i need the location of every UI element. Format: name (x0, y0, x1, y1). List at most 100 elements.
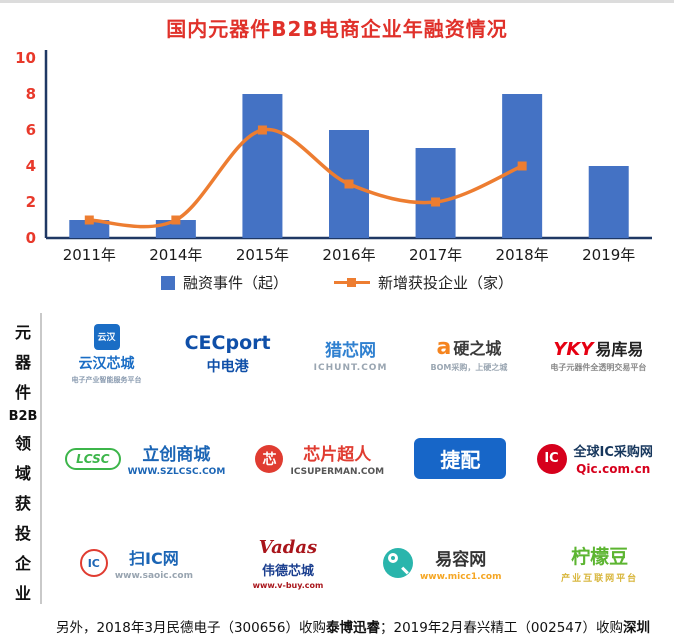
yirong-tagline: www.micc1.com (419, 571, 502, 582)
qic-lockup: IC 全球IC采购网 Qic.com.cn (536, 441, 653, 476)
x-axis-label: 2017年 (409, 246, 462, 264)
lcsc-lichuang-tagline: WWW.SZLCSC.COM (127, 467, 226, 477)
logo-ningmeng-dou: 柠檬豆产业互联网平台 (561, 542, 638, 584)
note-bold-text: 深圳华信科 (622, 620, 650, 635)
icsuperman-wordmark: 芯片超人 (303, 440, 371, 465)
lcsc-lichuang-wordmark: 立创商城 (142, 440, 210, 465)
section-label-char: 获 (14, 494, 31, 513)
qic-icon: IC (536, 443, 567, 474)
y-axis-tick: 4 (26, 157, 36, 175)
icsuperman-lockup: 芯芯片超人 ICSUPERMAN.COM (255, 440, 384, 477)
yirong-name: 易容网 (435, 549, 487, 570)
yunhan-xincheng-tagline: 电子产业智能服务平台 (71, 375, 142, 384)
combo-chart: 0 2 4 6 8 10 2011年 2014年 2015年 2016年 2017年 2018年 201… (15, 49, 652, 264)
yirong-text: 易容网 www.micc1.com (420, 545, 502, 582)
logo-vadas-weide: Vadas 伟德芯城 www.v-buy.com (253, 537, 324, 590)
yirong-lockup: 易容网 www.micc1.com (382, 545, 502, 582)
line-marker (84, 215, 94, 225)
magnifier-handle (401, 566, 409, 575)
yky-yikuyi-tagline: 电子元器件全透明交易平台 (550, 362, 647, 372)
logo-yingzhicheng: a 硬之城 BOM采购，上硬之城 (430, 335, 507, 373)
bar-2011年 (69, 220, 110, 238)
x-axis-label: 2016年 (322, 246, 375, 264)
x-axis-label: 2019年 (582, 246, 635, 264)
logo-qic: IC 全球IC采购网 Qic.com.cn (536, 441, 653, 476)
qic-text: 全球IC采购网 Qic.com.cn (574, 441, 653, 476)
ichunt-tagline: ICHUNT.COM (313, 362, 388, 373)
sao-ic-wordmark: 扫IC网 (129, 545, 179, 569)
logo-jiepei: 捷配 (414, 438, 507, 479)
logo-row: IC 扫IC网 www.saoic.com Vadas 伟德芯城 www.v-buy.co… (50, 524, 668, 602)
line-marker (344, 179, 354, 189)
cecport-tagline: 中电港 (206, 359, 249, 375)
lcsc-lichuang-lockup: LCSC 立创商城 WWW.SZLCSC.COM (65, 440, 225, 477)
jiepei-name: 捷配 (414, 438, 507, 479)
note-text: 另外，2018年3月民德电子（300656）收购 (56, 620, 326, 635)
yunhan-xincheng-name: 云汉芯城 (78, 355, 135, 372)
section-label-char: B2B (8, 409, 38, 424)
section-label-char: 投 (14, 524, 31, 543)
sao-ic-text: 扫IC网 www.saoic.com (115, 545, 193, 581)
legend-line-swatch (334, 277, 370, 287)
chart-legend: 融资事件（起） 新增获投企业（家） (0, 272, 674, 293)
ichunt-text: 猎芯网 ICHUNT.COM (314, 336, 388, 373)
yirong-icon (382, 548, 413, 578)
x-axis-label: 2015年 (236, 246, 289, 264)
yingzhicheng-wordmark: a 硬之城 (436, 335, 501, 360)
y-axis-tick: 8 (26, 85, 36, 103)
logo-ichunt: 猎芯网 ICHUNT.COM (314, 336, 388, 373)
yunhan-xincheng-icon: 云汉 (93, 323, 120, 350)
section-label-char: 元 (14, 323, 31, 342)
yingzhicheng-name: a (436, 335, 452, 360)
yky-yikuyi-name2: 易库易 (595, 339, 644, 359)
ichunt-name: 猎芯网 (325, 340, 377, 361)
cecport-wordmark: CECport (185, 332, 271, 354)
company-logo-grid: 云汉云汉芯城电子产业智能服务平台 CECport 中电港 猎芯网 ICHUNT.COM a… (40, 313, 668, 604)
qic-tagline: Qic.com.cn (576, 462, 651, 476)
yingzhicheng-text: a 硬之城 BOM采购，上硬之城 (430, 335, 507, 373)
ningmeng-dou-name: 柠檬豆 (571, 546, 629, 568)
vadas-weide-wordmark: Vadas (259, 537, 317, 558)
qic-name: 全球IC采购网 (573, 445, 653, 460)
vadas-weide-tagline: www.v-buy.com (252, 580, 324, 590)
section-label-char: 业 (14, 584, 31, 603)
legend-label: 新增获投企业（家） (378, 274, 514, 292)
yunhan-xincheng-text: 云汉芯城电子产业智能服务平台 (72, 353, 142, 385)
yingzhicheng-tagline: BOM采购，上硬之城 (430, 363, 508, 372)
section-label-char: 件 (14, 383, 31, 402)
magnifier-ring (387, 553, 398, 563)
vadas-weide-midline: 伟德芯城 (261, 563, 314, 579)
icsuperman-icon: 芯 (255, 444, 284, 473)
line-marker (171, 215, 181, 225)
logo-lcsc-lichuang: LCSC 立创商城 WWW.SZLCSC.COM (65, 440, 225, 477)
legend-item-line: 新增获投企业（家） (334, 272, 513, 293)
sao-ic-lockup: IC 扫IC网 www.saoic.com (79, 545, 193, 581)
logo-yky-yikuyi: YKY 易库易电子元器件全透明交易平台 (550, 336, 646, 373)
ningmeng-dou-tagline: 产业互联网平台 (561, 574, 639, 584)
section-label-char: 器 (14, 353, 31, 372)
yunhan-xincheng-wordmark: 云汉芯城 (79, 353, 135, 373)
line-series (89, 127, 523, 229)
y-axis-tick: 2 (26, 193, 36, 211)
acquisition-note: 另外，2018年3月民德电子（300656）收购泰博迅睿；2019年2月春兴精工… (56, 618, 662, 635)
legend-bar-swatch (160, 275, 175, 290)
y-axis-tick: 6 (26, 121, 36, 139)
lcsc-lichuang-name: 立创商城 (142, 445, 211, 465)
jiepei-wordmark: 捷配 (414, 438, 507, 479)
line-marker (517, 161, 527, 171)
legend-line-marker (347, 277, 356, 287)
note-text: ；2019年2月春兴精工（002547）收购 (379, 620, 623, 635)
vadas-weide-name: Vadas (258, 536, 318, 558)
yky-yikuyi-name: YKY (553, 338, 594, 360)
yirong-wordmark: 易容网 (435, 545, 486, 570)
jiepei-text: 捷配 (414, 438, 507, 479)
section-label-char: 领 (14, 434, 31, 453)
logo-sao-ic: IC 扫IC网 www.saoic.com (79, 545, 193, 581)
y-axis-tick: 0 (26, 229, 36, 247)
yky-yikuyi-text: YKY 易库易电子元器件全透明交易平台 (550, 336, 646, 373)
bar-2019年 (588, 166, 629, 238)
x-axis-label: 2018年 (496, 246, 549, 264)
lcsc-lichuang-icon: LCSC (65, 447, 121, 470)
logo-row: LCSC 立创商城 WWW.SZLCSC.COM 芯芯片超人 ICSUPERMAN.CO… (50, 420, 668, 498)
